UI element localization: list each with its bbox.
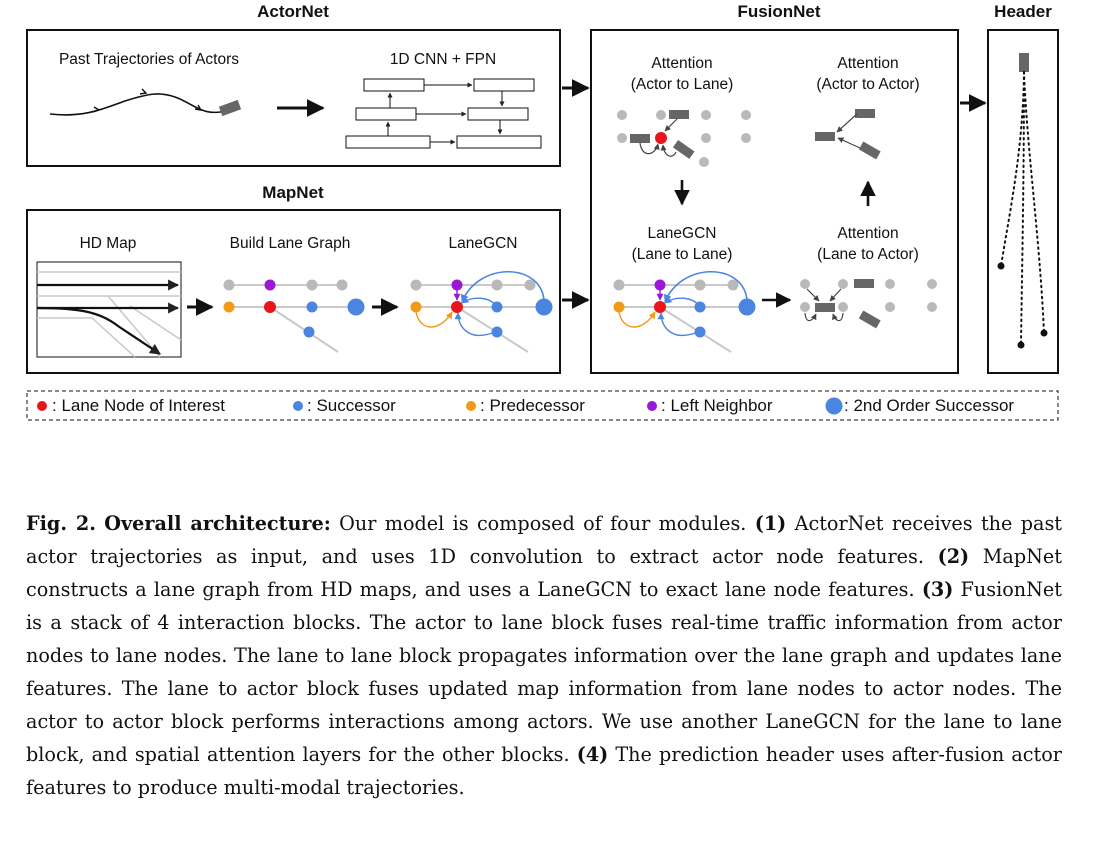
caption-heading: Overall architecture: (104, 512, 331, 536)
caption-text: Our model is composed of four modules. (330, 512, 755, 536)
legend-marker-orange (466, 401, 476, 411)
legend-item-predecessor: : Predecessor (466, 396, 585, 415)
header-box (987, 29, 1059, 374)
actornet-network-label: 1D CNN + FPN (390, 51, 496, 68)
legend-text: : 2nd Order Successor (844, 396, 1014, 415)
legend-text: : Successor (307, 396, 396, 415)
actor-to-lane-panel (617, 110, 751, 167)
legend-text: : Predecessor (480, 396, 585, 415)
caption-label: Fig. 2. (26, 512, 96, 536)
a2a-label-2: (Actor to Actor) (816, 76, 919, 93)
caption-text: The prediction header uses after-fusion … (26, 743, 1062, 800)
legend-marker-red (37, 401, 47, 411)
mapnet-title: MapNet (262, 183, 324, 202)
lane-graph (223, 279, 365, 353)
l2a-label-2: (Lane to Actor) (817, 246, 919, 263)
legend-box (26, 390, 1059, 421)
caption-marker: (4) (576, 743, 609, 767)
mapnet-lanegcn-graph (410, 270, 553, 353)
legend-item-lane-node: : Lane Node of Interest (37, 396, 225, 415)
legend-marker-blue (293, 401, 303, 411)
caption-marker: (2) (937, 545, 970, 569)
trajectory (49, 88, 242, 117)
architecture-diagram: ActorNet Past Trajectories of Actors 1D … (26, 2, 1059, 421)
figure-caption: Fig. 2. Overall architecture: Our model … (26, 507, 1062, 804)
hd-map-label: HD Map (80, 235, 137, 252)
lane-graph-label: Build Lane Graph (230, 235, 351, 252)
fpn-diagram (345, 78, 542, 149)
hd-map (36, 261, 182, 358)
actornet-title: ActorNet (257, 2, 329, 21)
caption-text: ActorNet receives the past actor traject… (26, 512, 1062, 569)
l2a-label-1: Attention (837, 225, 898, 242)
legend-item-successor: : Successor (293, 396, 396, 415)
legend-marker-purple (647, 401, 657, 411)
caption-text: MapNet constructs a lane graph from HD m… (26, 545, 1062, 602)
mapnet-lanegcn-label: LaneGCN (449, 235, 518, 252)
legend-item-left-neighbor: : Left Neighbor (647, 396, 773, 415)
caption-marker: (3) (921, 578, 954, 602)
l2l-label-1: LaneGCN (648, 225, 717, 242)
mapnet-box (26, 209, 561, 374)
legend-text: : Left Neighbor (661, 396, 773, 415)
header-title: Header (994, 2, 1052, 21)
lane-to-lane-panel (613, 270, 756, 353)
a2l-label-1: Attention (651, 55, 712, 72)
lane-to-actor-panel (800, 279, 937, 329)
fusionnet-box (590, 29, 959, 374)
multimodal-trajectories (997, 53, 1048, 349)
actornet-box (26, 29, 561, 167)
legend-item-2nd-order-successor: : 2nd Order Successor (825, 396, 1014, 415)
a2l-label-2: (Actor to Lane) (631, 76, 734, 93)
legend-marker-blue-large (825, 397, 843, 415)
l2l-label-2: (Lane to Lane) (632, 246, 733, 263)
actor-to-actor-panel (815, 109, 881, 160)
legend-text: : Lane Node of Interest (52, 396, 225, 415)
fusionnet-title: FusionNet (737, 2, 820, 21)
a2a-label-1: Attention (837, 55, 898, 72)
actornet-input-label: Past Trajectories of Actors (59, 51, 239, 68)
caption-marker: (1) (754, 512, 787, 536)
caption-text: FusionNet is a stack of 4 interaction bl… (26, 578, 1062, 767)
